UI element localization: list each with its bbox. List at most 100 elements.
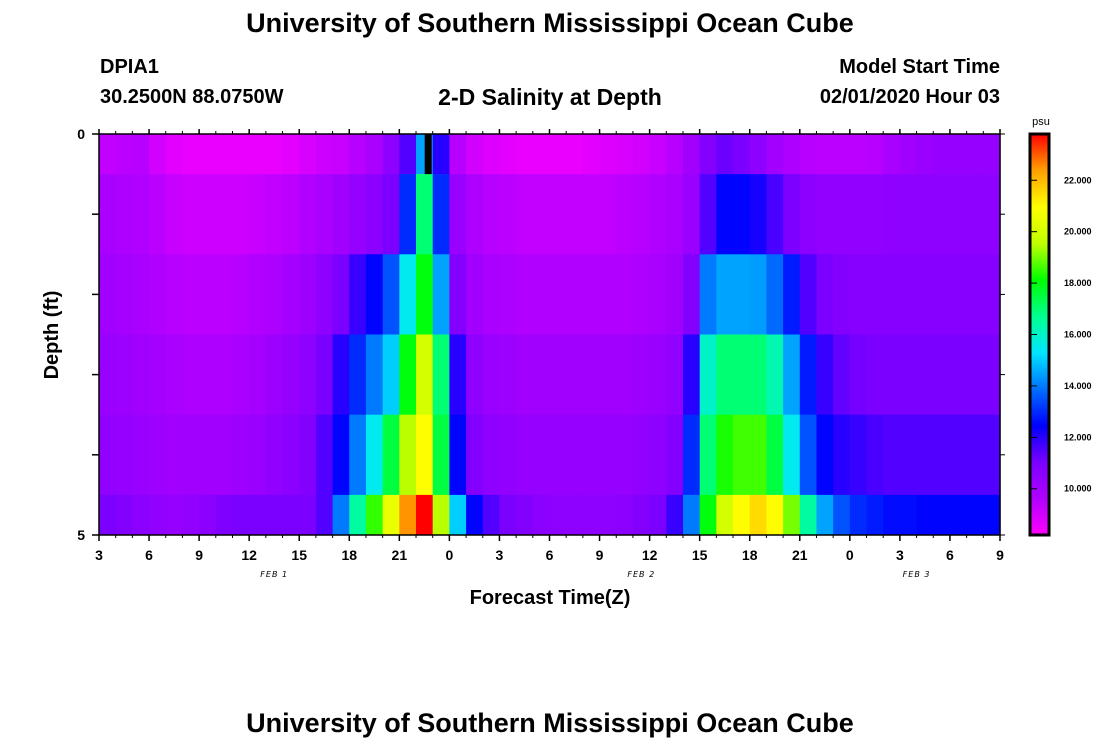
heatmap-cell <box>849 254 868 335</box>
heatmap-cell <box>566 414 584 496</box>
heatmap-cell <box>516 254 534 335</box>
heatmap-cell <box>933 414 951 496</box>
heatmap-cell <box>449 494 467 536</box>
heatmap-cell <box>449 134 467 175</box>
heatmap-cell <box>165 174 184 255</box>
heatmap-cell <box>783 174 801 255</box>
heatmap-cell <box>482 174 501 255</box>
heatmap-cell <box>699 134 717 175</box>
heatmap-cell <box>232 334 250 415</box>
heatmap-cell <box>833 494 851 536</box>
heatmap-cell <box>182 494 200 536</box>
heatmap-cell <box>566 494 584 536</box>
heatmap-cell <box>899 134 918 175</box>
heatmap-cell <box>349 254 367 335</box>
heatmap-cell <box>749 494 768 536</box>
heatmap-cell <box>883 254 901 335</box>
heatmap-cell <box>649 414 667 496</box>
heatmap-cell <box>466 134 484 175</box>
heatmap-cell <box>115 494 133 536</box>
heatmap-cell <box>599 494 617 536</box>
heatmap-cell <box>816 334 834 415</box>
heatmap-cell <box>249 254 267 335</box>
heatmap-cell <box>466 174 484 255</box>
heatmap-cell <box>632 494 651 536</box>
heatmap-cell <box>733 414 751 496</box>
heatmap-cell <box>516 334 534 415</box>
x-tick-label: 15 <box>692 547 708 563</box>
heatmap-cell <box>449 414 467 496</box>
heatmap-cell <box>883 414 901 496</box>
heatmap-cell <box>299 494 317 536</box>
heatmap-cell <box>165 254 184 335</box>
heatmap-cell <box>783 334 801 415</box>
heatmap-cell <box>149 254 167 335</box>
heatmap-cell <box>983 414 1001 496</box>
heatmap-cell <box>499 414 517 496</box>
heatmap-cell <box>499 334 517 415</box>
heatmap-cell <box>749 134 768 175</box>
heatmap-cell <box>649 494 667 536</box>
heatmap-cell <box>632 254 651 335</box>
heatmap-cell <box>282 134 300 175</box>
heatmap-cell <box>532 414 551 496</box>
heatmap-cell <box>783 254 801 335</box>
heatmap-cell <box>115 414 133 496</box>
heatmap-cell <box>349 334 367 415</box>
x-tick-label: 0 <box>445 547 453 563</box>
heatmap-cell <box>149 414 167 496</box>
heatmap-cell <box>282 414 300 496</box>
heatmap-cell <box>99 254 117 335</box>
heatmap-cell <box>883 134 901 175</box>
heatmap-cell <box>866 414 884 496</box>
heatmap-cell <box>132 494 150 536</box>
heatmap-cell <box>733 254 751 335</box>
heatmap-cell <box>332 174 350 255</box>
heatmap-cell <box>983 134 1001 175</box>
heatmap-cell <box>249 494 267 536</box>
colorbar-tick-label: 22.000 <box>1064 175 1092 185</box>
heatmap-cell <box>516 134 534 175</box>
x-tick-label: 15 <box>291 547 307 563</box>
heatmap-cell <box>315 134 334 175</box>
heatmap-cell <box>115 334 133 415</box>
heatmap-cell <box>582 254 601 335</box>
heatmap-cell <box>716 414 734 496</box>
heatmap-cell <box>599 414 617 496</box>
heatmap-cell <box>716 494 734 536</box>
heatmap-cell <box>749 334 768 415</box>
heatmap-cell <box>716 134 734 175</box>
heatmap-cell <box>249 134 267 175</box>
colorbar: psu 10.000 12.000 14.000 16.000 18.000 20.000… <box>1028 116 1092 537</box>
heatmap-cell <box>666 134 684 175</box>
heatmap-cell <box>399 494 417 536</box>
heatmap-cell <box>432 334 450 415</box>
heatmap-cell <box>299 414 317 496</box>
heatmap-cell <box>99 174 117 255</box>
heatmap-cell <box>749 254 768 335</box>
heatmap-cell <box>616 494 634 536</box>
heatmap-cell <box>866 334 884 415</box>
heatmap-cell <box>265 334 284 415</box>
heatmap-cell <box>149 174 167 255</box>
heatmap-cell <box>532 254 551 335</box>
heatmap-cell <box>299 254 317 335</box>
plot-title: 2-D Salinity at Depth <box>438 84 662 110</box>
heatmap-cell <box>399 334 417 415</box>
heatmap-cell <box>682 494 701 536</box>
heatmap-cell <box>432 134 450 175</box>
heatmap-cell <box>766 414 784 496</box>
colorbar-tick-label: 18.000 <box>1064 278 1092 288</box>
heatmap-cell <box>99 334 117 415</box>
heatmap-cell <box>482 334 501 415</box>
heatmap-cell <box>132 334 150 415</box>
heatmap-cell <box>399 414 417 496</box>
heatmap-cell <box>499 494 517 536</box>
heatmap-cell <box>833 254 851 335</box>
heatmap-cell <box>666 174 684 255</box>
heatmap-cell <box>733 334 751 415</box>
heatmap-cell <box>582 494 601 536</box>
heatmap-cell <box>449 174 467 255</box>
heatmap-cell <box>149 494 167 536</box>
heatmap-cell <box>983 254 1001 335</box>
